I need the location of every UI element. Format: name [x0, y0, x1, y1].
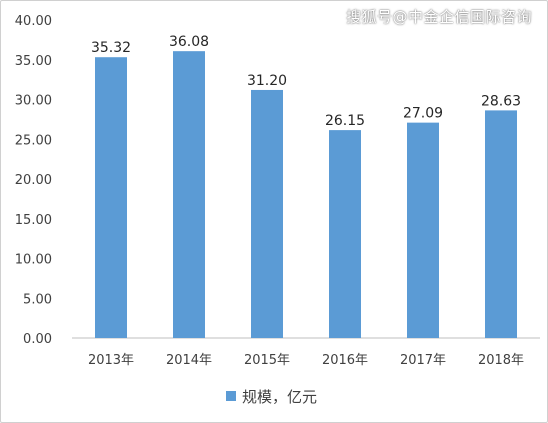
y-tick-label: 30.00	[15, 94, 52, 109]
x-tick-label: 2016年	[322, 353, 368, 368]
y-tick-label: 5.00	[23, 292, 52, 307]
bars	[95, 51, 517, 339]
y-tick-label: 35.00	[15, 54, 52, 69]
bar	[251, 89, 283, 339]
data-label: 31.20	[247, 73, 287, 89]
y-tick-label: 0.00	[23, 332, 52, 347]
y-tick-label: 10.00	[15, 253, 52, 268]
data-label: 28.63	[481, 93, 521, 109]
bar	[329, 130, 361, 338]
data-label: 26.15	[325, 113, 365, 129]
legend-label: 规模，亿元	[242, 388, 317, 406]
y-axis: 0.00 5.00 10.00 15.00 20.00 25.00 30.00 35.00 40…	[15, 14, 52, 347]
x-tick-label: 2014年	[166, 353, 212, 368]
bar	[407, 122, 439, 339]
legend-swatch	[226, 391, 236, 401]
x-tick-label: 2018年	[478, 353, 524, 368]
bar	[95, 57, 127, 339]
data-labels: 35.32 36.08 31.20 26.15 27.09 28.63	[91, 34, 521, 129]
y-tick-label: 40.00	[15, 14, 52, 29]
watermark: 搜狐号@中金企信国际咨询	[345, 8, 532, 26]
y-tick-label: 25.00	[15, 133, 52, 148]
bar	[485, 110, 517, 338]
bar	[173, 51, 205, 338]
y-tick-label: 20.00	[15, 173, 52, 188]
data-label: 27.09	[403, 106, 443, 122]
x-tick-label: 2017年	[400, 353, 446, 368]
x-axis-labels: 2013年 2014年 2015年 2016年 2017年 2018年	[88, 353, 524, 368]
data-label: 35.32	[91, 40, 131, 56]
x-tick-label: 2013年	[88, 353, 134, 368]
data-label: 36.08	[169, 34, 209, 50]
y-tick-label: 15.00	[15, 213, 52, 228]
legend: 规模，亿元	[226, 388, 317, 406]
x-tick-label: 2015年	[244, 353, 290, 368]
